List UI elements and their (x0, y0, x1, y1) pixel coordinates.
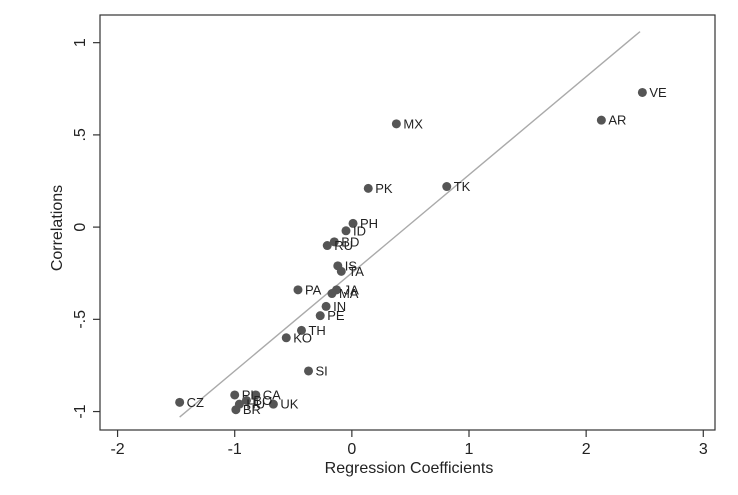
x-tick-label: 2 (582, 441, 591, 458)
data-point-ph (348, 218, 358, 228)
point-label-pa: PA (305, 282, 322, 297)
plot-frame (99, 14, 716, 431)
point-label-bd: BD (341, 234, 359, 249)
data-point-ta (336, 266, 346, 276)
data-point-pl (230, 390, 240, 400)
x-tick-label: -1 (228, 441, 242, 458)
data-point-bd (329, 237, 339, 247)
data-point-pk (363, 183, 373, 193)
y-tick-label: .5 (72, 128, 89, 141)
x-tick-label: 0 (347, 441, 356, 458)
point-label-ko: KO (293, 330, 312, 345)
point-label-si: SI (316, 363, 328, 378)
point-label-ru: RU (334, 238, 353, 253)
data-point-cz (175, 397, 185, 407)
point-label-uk: UK (280, 397, 298, 412)
y-tick-label: -.5 (72, 310, 89, 329)
point-label-pk: PK (375, 181, 393, 196)
data-point-ar (596, 115, 606, 125)
x-tick-label: 1 (465, 441, 474, 458)
point-label-in: IN (333, 299, 346, 314)
point-label-ma: MA (339, 286, 359, 301)
data-point-tk (442, 182, 452, 192)
point-label-hu: HU (246, 397, 265, 412)
data-point-ru (322, 241, 332, 251)
y-tick-label: 1 (72, 38, 89, 47)
data-point-br (231, 405, 241, 415)
data-point-uk (268, 399, 278, 409)
x-axis-title: Regression Coefficients (325, 460, 494, 477)
y-axis: -1 -.5 0 .5 1 (72, 38, 100, 419)
data-point-in (321, 301, 331, 311)
point-label-ve: VE (649, 85, 667, 100)
point-label-ar: AR (608, 113, 626, 128)
fit-line (179, 31, 641, 418)
point-label-cz: CZ (187, 395, 204, 410)
x-axis: -2 -1 0 1 2 3 (110, 430, 708, 458)
point-label-tk: TK (454, 179, 471, 194)
data-point-pa (293, 285, 303, 295)
data-point-ca (251, 390, 261, 400)
data-point-id (341, 226, 351, 236)
point-label-bo: BO (253, 393, 272, 408)
data-point-mx (391, 119, 401, 129)
point-label-pe: PE (327, 308, 345, 323)
y-tick-label: -1 (72, 404, 89, 418)
data-point-th (296, 325, 306, 335)
point-label-ta: TA (348, 264, 364, 279)
point-label-id: ID (353, 223, 366, 238)
data-point-ma (327, 289, 337, 299)
point-label-br: BR (243, 402, 261, 417)
x-tick-label: -2 (110, 441, 124, 458)
point-label-ph: PH (360, 216, 378, 231)
point-label-mx: MX (403, 116, 423, 131)
point-label-th: TH (308, 323, 325, 338)
point-label-ca: CA (263, 387, 281, 402)
point-label-is: IS (345, 258, 358, 273)
data-point-pe (315, 311, 325, 321)
y-axis-title: Correlations (49, 185, 66, 271)
data-point-bo (241, 395, 251, 405)
data-point-ko (281, 333, 291, 343)
x-tick-label: 3 (699, 441, 708, 458)
data-point-ve (637, 87, 647, 97)
point-label-ja: JA (344, 282, 360, 297)
data-point-si (304, 366, 314, 376)
y-tick-label: 0 (72, 223, 89, 232)
